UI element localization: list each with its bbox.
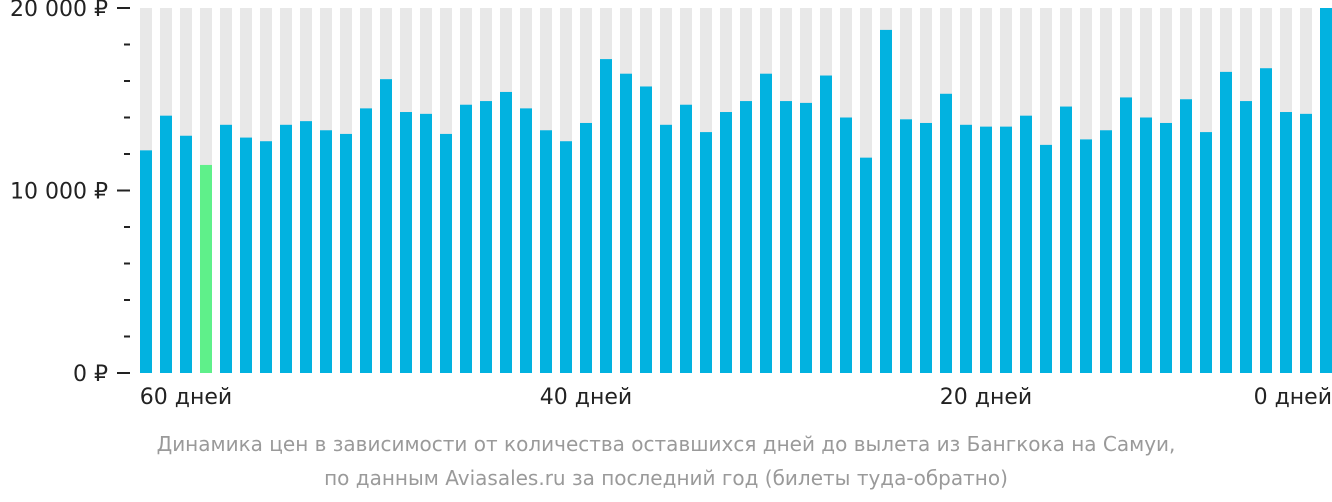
y-tick-label: 10 000 ₽ <box>10 180 108 205</box>
bar[interactable] <box>140 150 152 373</box>
bar-highlighted[interactable] <box>200 164 212 373</box>
bars <box>140 8 1332 374</box>
x-axis: 60 дней 40 дней 20 дней 0 дней <box>140 385 1332 410</box>
bar[interactable] <box>580 122 592 373</box>
bar[interactable] <box>900 119 912 373</box>
bar[interactable] <box>660 124 672 373</box>
bar[interactable] <box>180 135 192 373</box>
bar[interactable] <box>800 102 812 374</box>
bar-tracks <box>140 8 1332 373</box>
bar[interactable] <box>940 93 952 374</box>
bar[interactable] <box>1080 139 1092 373</box>
y-tick-label: 0 ₽ <box>73 362 108 387</box>
bar[interactable] <box>1000 126 1012 373</box>
bar[interactable] <box>840 117 852 374</box>
x-tick-label: 40 дней <box>540 385 632 410</box>
y-tick-label: 20 000 ₽ <box>10 0 108 22</box>
bar[interactable] <box>1280 112 1292 374</box>
bar[interactable] <box>400 112 412 374</box>
bar[interactable] <box>380 79 392 374</box>
bar[interactable] <box>1040 144 1052 373</box>
bar[interactable] <box>220 124 232 373</box>
bar[interactable] <box>760 73 772 373</box>
bar[interactable] <box>1120 97 1132 374</box>
price-dynamics-chart: 0 ₽ 10 000 ₽ 20 000 ₽ 60 дней 40 дней 20 дне… <box>10 0 1332 410</box>
bar[interactable] <box>280 124 292 373</box>
bar[interactable] <box>1260 68 1272 373</box>
bar[interactable] <box>620 73 632 373</box>
bar[interactable] <box>820 75 832 374</box>
bar[interactable] <box>260 141 272 373</box>
bar[interactable] <box>680 104 692 373</box>
bar[interactable] <box>560 141 572 373</box>
bar[interactable] <box>960 124 972 373</box>
bar[interactable] <box>1020 115 1032 374</box>
bar[interactable] <box>980 126 992 373</box>
x-tick-label: 20 дней <box>940 385 1032 410</box>
bar[interactable] <box>860 157 872 373</box>
bar[interactable] <box>240 137 252 373</box>
bar[interactable] <box>920 122 932 373</box>
bar[interactable] <box>460 104 472 373</box>
bar[interactable] <box>520 108 532 373</box>
bar[interactable] <box>1160 122 1172 373</box>
bar[interactable] <box>1140 117 1152 374</box>
bar[interactable] <box>1200 132 1212 373</box>
chart-caption-line-2: по данным Aviasales.ru за последний год … <box>324 466 1008 490</box>
bar[interactable] <box>300 121 312 374</box>
bar[interactable] <box>1180 99 1192 373</box>
bar[interactable] <box>500 91 512 373</box>
x-tick-label: 0 дней <box>1254 385 1332 410</box>
x-tick-label: 60 дней <box>140 385 232 410</box>
bar[interactable] <box>780 101 792 373</box>
bar[interactable] <box>360 108 372 373</box>
bar[interactable] <box>880 29 892 374</box>
bar[interactable] <box>740 101 752 373</box>
bar[interactable] <box>720 112 732 374</box>
bar[interactable] <box>420 113 432 373</box>
bar[interactable] <box>160 115 172 374</box>
bar[interactable] <box>480 101 492 373</box>
bar[interactable] <box>1320 8 1332 373</box>
bar[interactable] <box>340 133 352 373</box>
y-axis: 0 ₽ 10 000 ₽ 20 000 ₽ <box>10 0 130 387</box>
bar[interactable] <box>320 130 332 373</box>
bar[interactable] <box>700 132 712 373</box>
bar[interactable] <box>1300 113 1312 373</box>
bar[interactable] <box>1060 106 1072 374</box>
bar[interactable] <box>1220 71 1232 373</box>
chart-caption-line-1: Динамика цен в зависимости от количества… <box>156 432 1176 456</box>
bar[interactable] <box>440 133 452 373</box>
bar[interactable] <box>640 86 652 373</box>
bar[interactable] <box>1100 130 1112 373</box>
bar[interactable] <box>600 59 612 373</box>
bar[interactable] <box>1240 101 1252 373</box>
bar[interactable] <box>540 130 552 373</box>
